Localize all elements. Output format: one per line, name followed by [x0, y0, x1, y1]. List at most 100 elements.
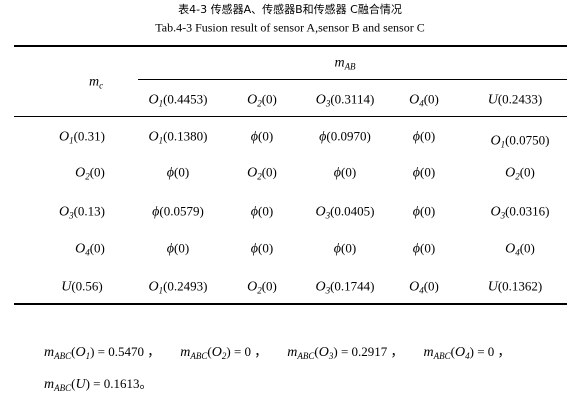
- subscript: 1: [500, 139, 506, 150]
- math-text: O: [315, 204, 326, 220]
- math-text: ϕ: [250, 129, 259, 145]
- math-text: (0.3114): [330, 91, 375, 107]
- math-text: m: [334, 55, 345, 71]
- column-header: O1(0.4453): [148, 92, 207, 109]
- math-text: O: [148, 279, 159, 295]
- subscript: 3: [328, 351, 334, 361]
- table-cell: ϕ(0): [167, 241, 189, 258]
- math-text: (0.2493): [163, 278, 208, 294]
- math-text: ) = 0.1613。: [85, 376, 153, 391]
- table-cell: ϕ(0): [334, 241, 356, 258]
- formula: mABC(U) = 0.1613。: [44, 376, 153, 393]
- formula-line: mABC(O1) = 0.5470 ， mABC(O2) = 0 ， mABC(O3…: [44, 341, 531, 361]
- table-cell: O4(0): [505, 241, 535, 258]
- title-cn: 表4-3 传感器A、传感器B和传感器 C融合情况: [178, 3, 402, 16]
- table-cell: ϕ(0): [334, 165, 356, 182]
- math-text: (0): [174, 240, 190, 256]
- math-text: ϕ: [412, 129, 421, 145]
- header-rule: [14, 116, 567, 117]
- math-text: (0): [261, 278, 277, 294]
- math-text: ) = 0 ，: [226, 344, 268, 359]
- table-cell: O1(0.2493): [148, 279, 207, 296]
- math-text: m: [88, 74, 100, 90]
- math-text: U: [487, 92, 498, 108]
- subscript: ABC: [54, 383, 72, 393]
- table-cell: U(0.1362): [488, 279, 543, 296]
- subscript: 4: [515, 247, 520, 258]
- math-text: O: [315, 279, 326, 295]
- math-text: m: [423, 345, 434, 360]
- math-text: m: [44, 377, 55, 392]
- math-text: (: [314, 344, 319, 359]
- math-text: m: [180, 345, 191, 360]
- math-text: (0.0316): [505, 203, 550, 219]
- math-text: (0.0579): [159, 203, 204, 219]
- subscript: ABC: [190, 351, 208, 361]
- table-cell: O1(0.1380): [148, 129, 207, 146]
- table-cell: ϕ(0): [413, 165, 435, 182]
- group-header: mAB: [334, 55, 355, 72]
- column-header: O4(0): [409, 92, 439, 109]
- math-text: ϕ: [333, 165, 342, 181]
- math-text: (0.56): [71, 278, 103, 294]
- math-text: ϕ: [333, 241, 342, 257]
- formula-line: mABC(U) = 0.1613。: [44, 373, 173, 393]
- row-label: O1(0.31): [59, 129, 105, 146]
- formula: mABC(O3) = 0.2917 ，: [287, 344, 403, 361]
- math-text: O: [409, 92, 420, 108]
- math-text: O: [75, 345, 86, 360]
- math-text: O: [148, 92, 159, 108]
- subscript: ABC: [433, 351, 451, 361]
- math-text: (0): [341, 240, 357, 256]
- column-header: U(0.2433): [488, 92, 543, 109]
- subscript: 1: [85, 351, 91, 361]
- math-text: O: [490, 133, 501, 149]
- table-cell: O3(0.1744): [315, 279, 374, 296]
- math-text: (0): [423, 91, 439, 107]
- math-text: (0.1380): [163, 128, 208, 144]
- math-text: ϕ: [152, 204, 160, 220]
- subscript: 2: [257, 285, 262, 296]
- math-text: (0.1362): [497, 278, 543, 294]
- top-rule: [14, 45, 567, 47]
- math-text: (0): [420, 164, 436, 180]
- table-cell: ϕ(0.0579): [152, 204, 204, 221]
- math-text: ϕ: [166, 241, 175, 257]
- subscript: ABC: [54, 351, 72, 361]
- math-text: U: [487, 279, 498, 295]
- subscript: 1: [158, 135, 164, 146]
- subscript: 1: [69, 135, 74, 146]
- math-text: O: [315, 92, 326, 108]
- math-text: m: [44, 345, 55, 360]
- math-text: O: [505, 241, 516, 257]
- math-text: (0): [423, 278, 439, 294]
- subscript: 4: [85, 247, 90, 258]
- math-text: (: [450, 344, 456, 359]
- table-cell: ϕ(0): [167, 165, 189, 182]
- math-text: (0): [341, 164, 357, 180]
- math-text: (0): [420, 203, 436, 219]
- column-header: O2(0): [247, 92, 277, 109]
- math-text: (0): [420, 128, 436, 144]
- math-text: m: [287, 345, 298, 360]
- math-text: (0): [89, 240, 105, 256]
- math-text: (0): [174, 164, 190, 180]
- math-text: (0.0750): [505, 132, 550, 148]
- math-text: ϕ: [412, 241, 421, 257]
- math-text: O: [75, 241, 86, 257]
- math-text: ϕ: [250, 204, 259, 220]
- math-text: (0): [258, 240, 274, 256]
- row-header: mc: [89, 74, 103, 91]
- math-text: O: [409, 279, 420, 295]
- table-cell: O2(0): [505, 165, 535, 182]
- subscript: c: [99, 80, 104, 91]
- math-text: ϕ: [319, 129, 327, 145]
- math-text: (0.2433): [497, 91, 543, 107]
- math-text: ϕ: [166, 165, 175, 181]
- math-text: ϕ: [412, 204, 421, 220]
- table-cell: O3(0.0405): [315, 204, 374, 221]
- row-label: O4(0): [75, 241, 105, 258]
- table-cell: ϕ(0): [413, 241, 435, 258]
- math-text: (0): [258, 128, 274, 144]
